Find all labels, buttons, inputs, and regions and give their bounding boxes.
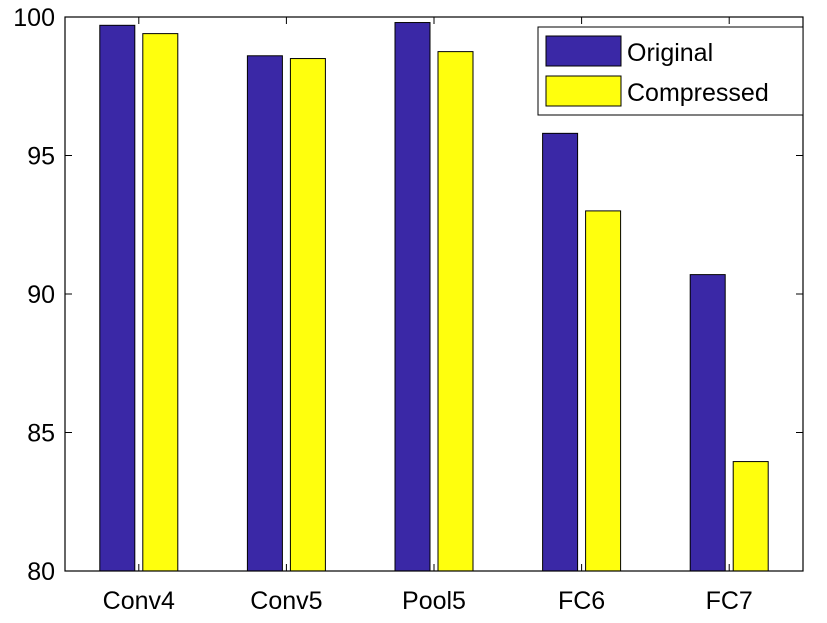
y-tick-label: 95 [27, 143, 55, 171]
x-tick-label: FC6 [558, 587, 605, 615]
legend-swatch-compressed [545, 75, 622, 107]
y-tick-label: 85 [27, 420, 55, 448]
x-tick-label: FC7 [706, 587, 753, 615]
y-tick-label: 90 [27, 281, 55, 309]
plot-frame [64, 16, 804, 572]
y-tick-label: 80 [27, 558, 55, 586]
bar-original-fc7 [689, 274, 726, 572]
bar-compressed-fc7 [732, 461, 769, 572]
axes-layer: Conv4 Conv5 Pool5 FC6 FC7 80 85 90 95 100 [13, 4, 804, 615]
bars-layer [99, 22, 769, 572]
bar-compressed-conv4 [142, 33, 179, 572]
bar-original-conv4 [99, 24, 136, 572]
x-tick-label: Conv4 [103, 587, 175, 615]
legend-swatch-original [545, 35, 622, 67]
y-tick-label: 100 [13, 4, 55, 32]
bar-original-fc6 [542, 132, 579, 572]
bar-original-pool5 [394, 22, 431, 572]
bar-compressed-fc6 [585, 210, 622, 572]
legend-label-compressed: Compressed [627, 79, 769, 107]
bar-original-conv5 [246, 55, 283, 572]
x-tick-label: Pool5 [402, 587, 466, 615]
bar-compressed-conv5 [289, 58, 326, 572]
bar-compressed-pool5 [437, 51, 474, 572]
x-tick-label: Conv5 [250, 587, 322, 615]
legend-label-original: Original [627, 39, 713, 67]
legend: Original Compressed [537, 26, 804, 116]
